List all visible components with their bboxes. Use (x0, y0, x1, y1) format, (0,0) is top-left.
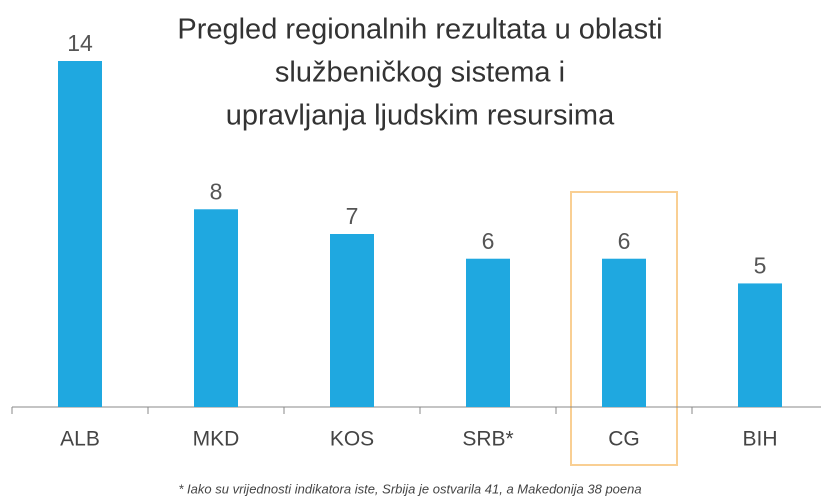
bar (466, 258, 510, 407)
bar (58, 61, 102, 407)
x-tick-label: KOS (330, 428, 374, 451)
x-tick-label: CG (608, 428, 640, 451)
data-label: 7 (346, 203, 359, 229)
bar (330, 234, 374, 407)
x-tick-label: BIH (742, 428, 777, 451)
x-tick-label: MKD (193, 428, 240, 451)
chart-title: upravljanja ljudskim resursima (226, 100, 615, 132)
chart-title: službeničkog sistema i (275, 57, 565, 89)
x-tick-label: SRB* (462, 428, 513, 451)
data-label: 5 (754, 253, 767, 279)
data-label: 8 (210, 178, 223, 204)
data-label: 6 (618, 228, 631, 254)
footnote: * Iako su vrijednosti indikatora iste, S… (178, 481, 641, 496)
x-tick-label: ALB (60, 428, 100, 451)
highlight-box (570, 191, 678, 466)
chart-title: Pregled regionalnih rezultata u oblasti (177, 14, 662, 46)
bar (738, 283, 782, 407)
bar (602, 258, 646, 407)
data-label: 6 (482, 228, 495, 254)
bar (194, 209, 238, 407)
data-label: 14 (67, 30, 93, 56)
